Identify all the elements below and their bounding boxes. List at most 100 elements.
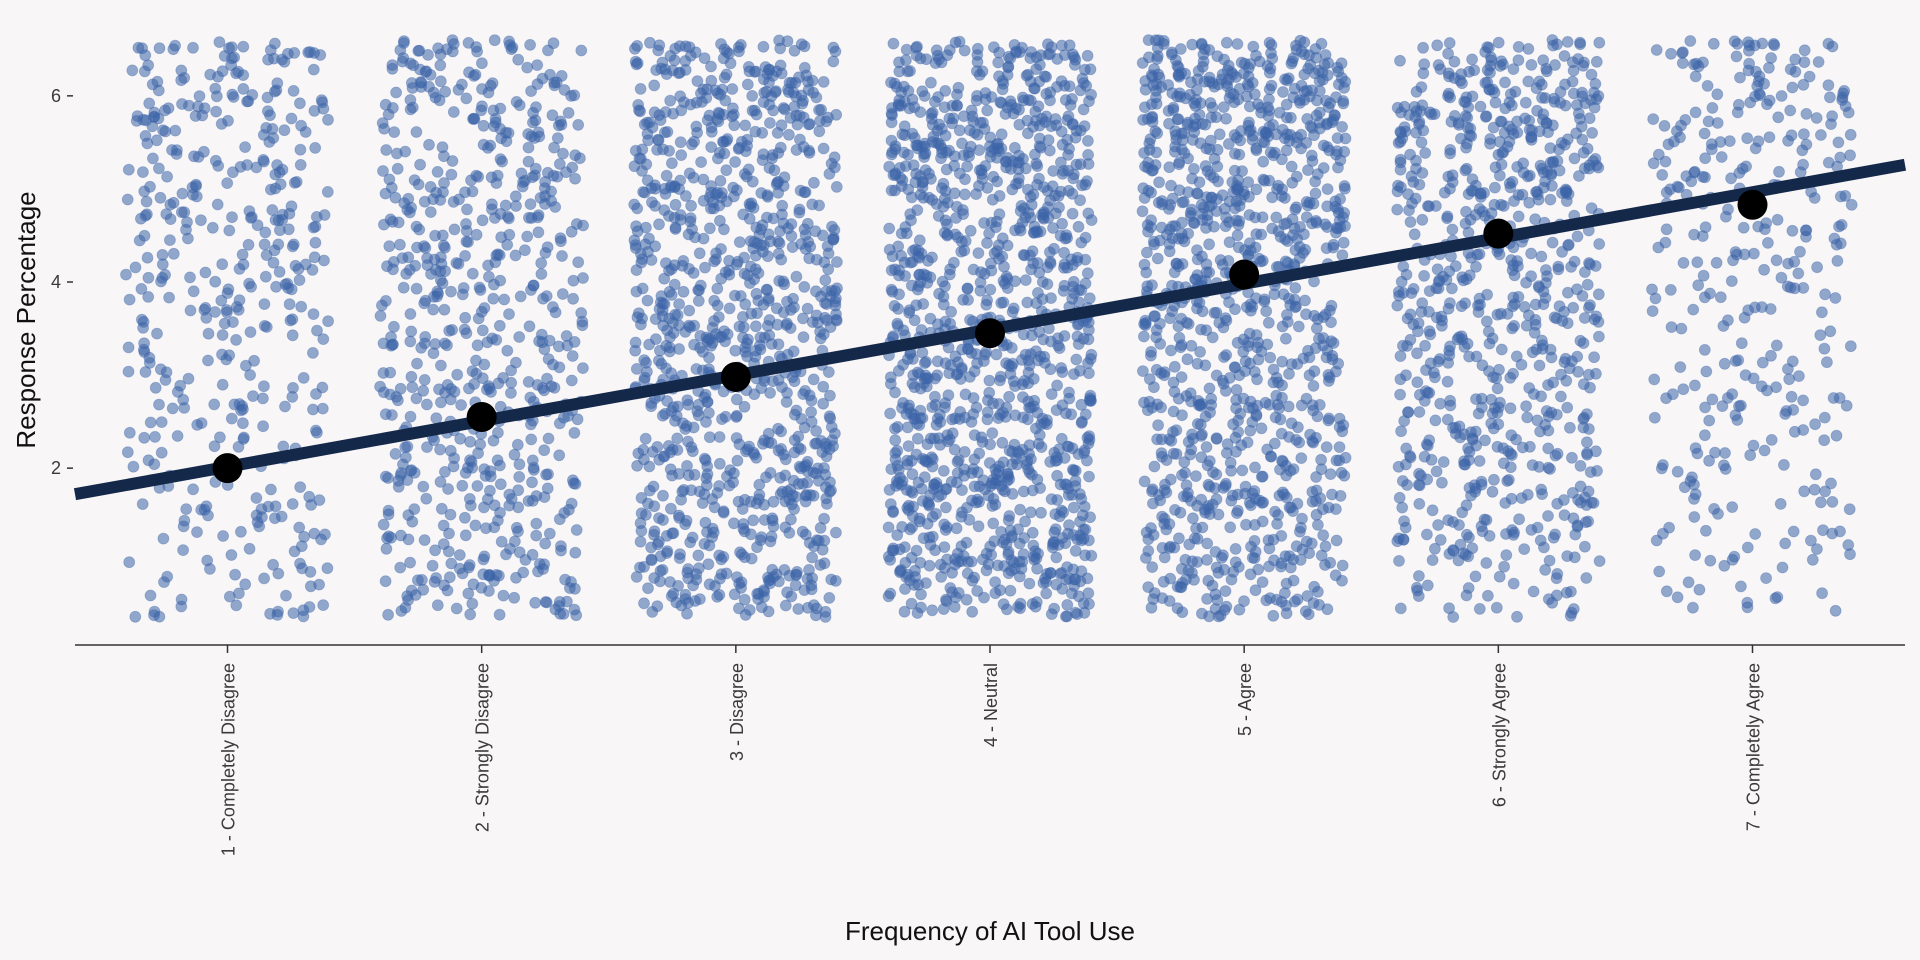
data-point	[1538, 541, 1550, 554]
data-point	[239, 578, 252, 591]
data-point	[738, 593, 751, 606]
data-point	[669, 414, 681, 427]
data-point	[268, 37, 281, 50]
data-point	[1530, 186, 1542, 199]
data-point	[905, 454, 918, 467]
data-point	[1021, 114, 1034, 127]
data-point	[1306, 485, 1319, 498]
data-point	[1415, 81, 1428, 93]
data-point	[629, 242, 642, 255]
data-point	[1403, 204, 1415, 217]
data-point	[1302, 608, 1315, 621]
data-point	[489, 113, 502, 125]
data-point	[405, 464, 418, 477]
data-point	[1535, 483, 1548, 496]
data-point	[1497, 457, 1510, 470]
data-point	[1074, 364, 1086, 377]
data-point	[417, 480, 430, 493]
data-point	[973, 179, 985, 192]
data-point	[497, 589, 510, 602]
data-point	[1270, 371, 1283, 384]
data-point	[1219, 585, 1232, 597]
data-point	[257, 155, 270, 168]
data-point	[1231, 38, 1244, 50]
data-point	[1479, 434, 1491, 447]
data-point	[1481, 64, 1494, 76]
data-point	[1443, 37, 1456, 49]
data-point	[692, 409, 705, 422]
data-point	[568, 603, 581, 616]
data-point	[997, 456, 1010, 469]
data-point	[714, 174, 727, 187]
data-point	[503, 488, 516, 501]
data-point	[638, 597, 650, 610]
data-point	[1285, 160, 1298, 173]
data-point	[831, 256, 843, 268]
data-point	[141, 137, 154, 150]
data-point	[422, 49, 434, 61]
data-point	[1533, 75, 1546, 88]
data-point	[1402, 406, 1414, 419]
data-point	[658, 182, 671, 195]
data-point	[1229, 147, 1241, 160]
data-point	[646, 606, 659, 618]
data-point	[158, 576, 170, 588]
data-point	[1236, 165, 1248, 178]
data-point	[1186, 566, 1198, 579]
data-point	[294, 143, 307, 156]
data-point	[1288, 82, 1301, 95]
data-point	[915, 588, 927, 601]
data-point	[653, 218, 665, 231]
data-point	[577, 362, 589, 375]
data-point	[1044, 567, 1057, 579]
data-point	[798, 280, 811, 293]
data-point	[1058, 330, 1071, 342]
data-point	[1158, 366, 1171, 379]
data-point	[710, 253, 722, 266]
data-point	[1138, 146, 1150, 159]
data-point	[1242, 80, 1255, 93]
data-point	[930, 418, 943, 431]
data-point	[750, 320, 762, 333]
data-point	[431, 165, 444, 178]
data-point	[434, 443, 447, 456]
data-point	[995, 142, 1008, 155]
data-point	[564, 582, 576, 594]
data-point	[638, 354, 651, 367]
data-point	[1256, 211, 1269, 224]
data-point	[795, 462, 807, 475]
data-point	[666, 527, 679, 540]
data-point	[713, 457, 726, 470]
data-point	[679, 588, 692, 601]
data-point	[445, 557, 458, 570]
data-point	[1184, 206, 1197, 219]
data-point	[718, 71, 731, 84]
data-point	[962, 342, 974, 355]
data-point	[1150, 84, 1163, 97]
data-point	[1240, 518, 1252, 531]
data-point	[1053, 510, 1066, 523]
data-point	[304, 566, 317, 578]
data-point	[1326, 353, 1339, 366]
data-point	[233, 294, 246, 307]
data-point	[1014, 205, 1027, 218]
data-point	[1183, 538, 1196, 551]
data-point	[543, 527, 556, 540]
data-point	[901, 353, 914, 366]
data-point	[746, 175, 759, 188]
data-point	[1028, 220, 1041, 233]
data-point	[892, 240, 905, 253]
data-point	[1425, 453, 1438, 466]
data-point	[819, 274, 832, 287]
data-point	[267, 256, 280, 269]
data-point	[939, 483, 952, 496]
data-point	[1499, 76, 1511, 89]
data-point	[1147, 497, 1159, 510]
data-point	[1579, 540, 1591, 553]
data-point	[1276, 454, 1288, 467]
data-point	[808, 176, 820, 189]
data-point	[914, 412, 927, 425]
data-point	[970, 401, 983, 414]
data-point	[1048, 242, 1060, 255]
data-point	[460, 224, 473, 237]
